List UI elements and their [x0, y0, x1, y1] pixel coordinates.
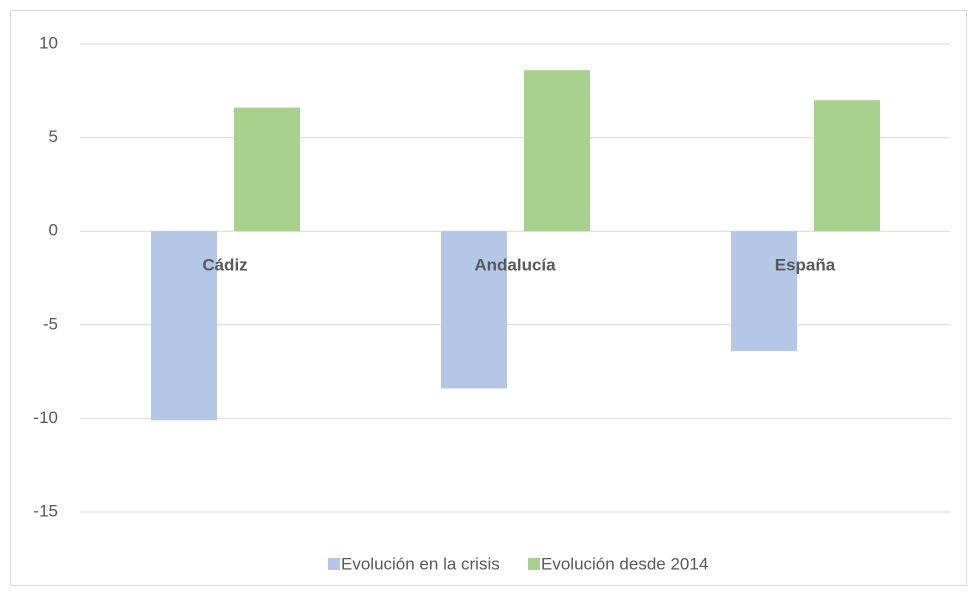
bar: [441, 231, 507, 389]
bar: [814, 100, 880, 232]
x-tick-label: Andalucía: [474, 256, 556, 275]
y-tick-label: -5: [43, 314, 58, 333]
bar: [234, 107, 300, 232]
legend-label: Evolución en la crisis: [341, 554, 500, 573]
bar: [731, 231, 797, 352]
legend-label: Evolución desde 2014: [541, 554, 708, 573]
y-tick-label: 0: [49, 221, 58, 240]
bar: [151, 231, 217, 421]
y-tick-label: 10: [39, 33, 58, 52]
x-tick-label: España: [775, 256, 836, 275]
bar: [524, 70, 590, 232]
y-tick-label: -10: [33, 408, 58, 427]
y-tick-label: 5: [49, 127, 58, 146]
legend-swatch: [328, 558, 340, 570]
x-tick-label: Cádiz: [202, 256, 247, 275]
legend-swatch: [528, 558, 540, 570]
y-tick-label: -15: [33, 501, 58, 520]
